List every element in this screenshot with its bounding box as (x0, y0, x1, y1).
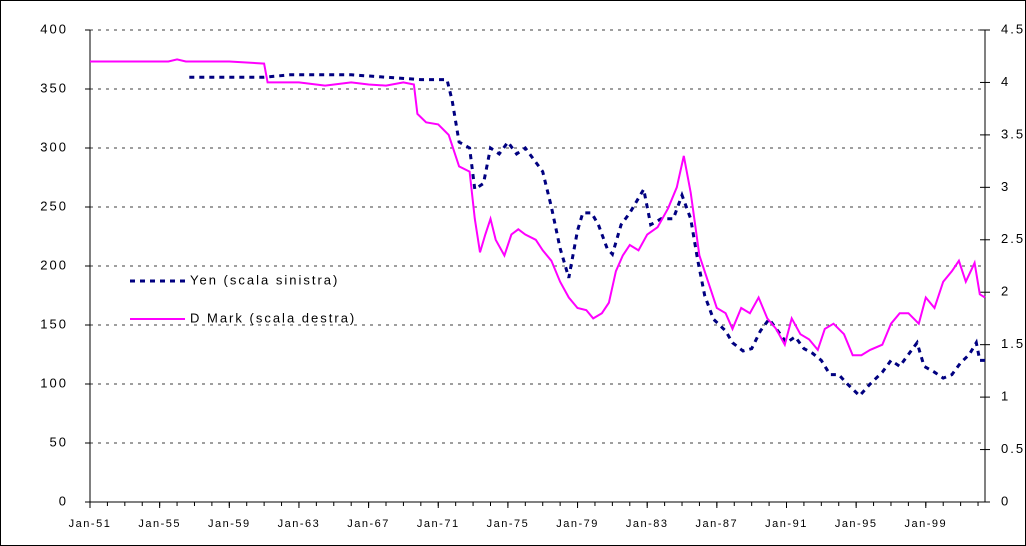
y2-tick-label: 4 (1001, 74, 1010, 89)
legend-label: D Mark (scala destra) (190, 310, 356, 325)
x-tick-label: Jan-79 (556, 518, 599, 530)
y-tick-label: 400 (40, 21, 68, 36)
y-tick-label: 350 (40, 80, 68, 95)
x-tick-label: Jan-99 (904, 518, 947, 530)
y2-tick-label: 4.5 (1001, 21, 1025, 36)
y2-tick-label: 2 (1001, 284, 1010, 299)
y2-tick-label: 0.5 (1001, 441, 1025, 456)
y2-tick-label: 1.5 (1001, 336, 1025, 351)
x-tick-label: Jan-95 (835, 518, 878, 530)
y2-tick-label: 0 (1001, 493, 1010, 508)
y2-tick-label: 3.5 (1001, 126, 1025, 141)
y-tick-label: 100 (40, 375, 68, 390)
y2-tick-label: 1 (1001, 389, 1010, 404)
legend-label: Yen (scala sinistra) (190, 272, 339, 287)
y2-tick-label: 3 (1001, 179, 1010, 194)
y2-tick-label: 2.5 (1001, 231, 1025, 246)
x-tick-label: Jan-59 (208, 518, 251, 530)
series-line (90, 58, 986, 357)
x-tick-label: Jan-91 (765, 518, 808, 530)
x-tick-label: Jan-71 (417, 518, 460, 530)
x-tick-label: Jan-83 (626, 518, 669, 530)
x-tick-label: Jan-51 (69, 518, 112, 530)
x-tick-label: Jan-55 (138, 518, 181, 530)
y-tick-label: 0 (59, 493, 68, 508)
y-tick-label: 250 (40, 198, 68, 213)
y-tick-label: 150 (40, 316, 68, 331)
x-tick-label: Jan-75 (487, 518, 530, 530)
x-tick-label: Jan-67 (347, 518, 390, 530)
x-tick-label: Jan-63 (278, 518, 321, 530)
y-tick-label: 200 (40, 257, 68, 272)
y-tick-label: 50 (50, 434, 68, 449)
x-tick-label: Jan-87 (696, 518, 739, 530)
y-tick-label: 300 (40, 139, 68, 154)
